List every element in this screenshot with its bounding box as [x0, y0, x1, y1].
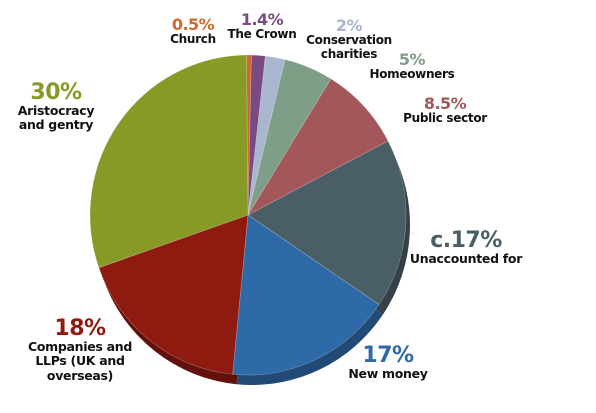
label-homeowners-percent: 5% — [398, 50, 426, 69]
label-conservation-name: Conservation charities — [306, 33, 392, 61]
pie-slice-aristocracy-and-gentry — [89, 54, 249, 269]
label-companies: 18% Companies and LLPs (UK and overseas) — [18, 318, 142, 383]
label-unaccounted-name: Unaccounted for — [409, 251, 523, 266]
label-public-sector-percent: 8.5% — [423, 94, 467, 113]
label-new-money: 17% New money — [338, 345, 438, 381]
pie-slice-companies-and-llps-uk-and-overseas — [98, 214, 249, 375]
label-aristocracy-percent: 30% — [30, 80, 82, 105]
label-aristocracy: 30% Aristocracy and gentry — [8, 82, 104, 133]
pie-slice-the-crown — [247, 54, 266, 216]
pie-slice-unaccounted-for — [247, 140, 407, 305]
label-public-sector-name: Public sector — [403, 111, 487, 125]
label-homeowners: 5% Homeowners — [362, 52, 462, 82]
label-the-crown-name: The Crown — [227, 27, 297, 41]
pie-slice-homeowners — [247, 59, 332, 216]
label-conservation-percent: 2% — [335, 16, 363, 35]
label-companies-name: Companies and LLPs (UK and overseas) — [27, 339, 132, 383]
label-the-crown-percent: 1.4% — [240, 10, 284, 29]
pie-slices — [89, 54, 407, 376]
label-church: 0.5% Church — [158, 17, 228, 47]
pie-slice-new-money — [232, 214, 380, 376]
label-new-money-name: New money — [348, 366, 428, 381]
label-church-name: Church — [170, 32, 216, 46]
label-conservation-charities: 2% Conservation charities — [297, 18, 401, 62]
label-new-money-percent: 17% — [362, 343, 414, 368]
pie-slice-church — [246, 54, 252, 216]
label-church-percent: 0.5% — [171, 15, 215, 34]
label-companies-percent: 18% — [54, 316, 106, 341]
label-unaccounted: c.17% Unaccounted for — [406, 230, 526, 266]
label-aristocracy-name: Aristocracy and gentry — [17, 103, 95, 133]
label-the-crown: 1.4% The Crown — [222, 12, 302, 42]
label-unaccounted-percent: c.17% — [430, 228, 502, 253]
pie-slice-conservation-charities — [247, 55, 286, 216]
label-public-sector: 8.5% Public sector — [393, 96, 497, 126]
pie-slice-public-sector — [247, 78, 389, 216]
label-homeowners-name: Homeowners — [369, 67, 455, 81]
